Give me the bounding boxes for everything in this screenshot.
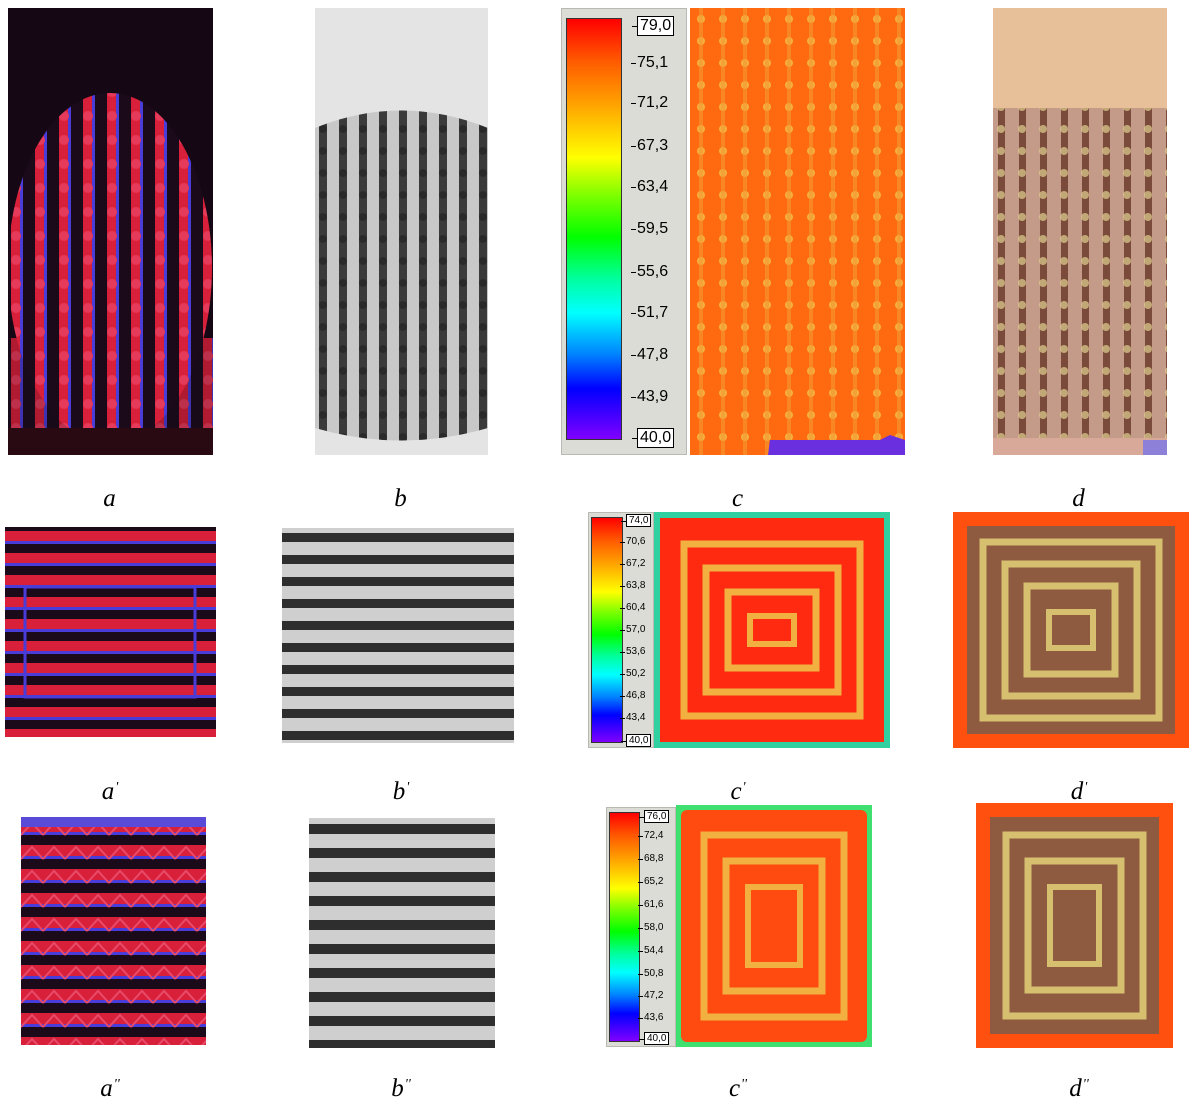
panel-label-c: c <box>731 485 744 512</box>
grayscale-b-row3 <box>309 818 495 1048</box>
colorbar-tick: 60,4 <box>619 602 646 613</box>
colorbar-tick: 71,2 <box>630 94 669 111</box>
colorbar-tick: 46,8 <box>619 690 646 701</box>
overlay-d-row2 <box>953 512 1189 748</box>
panel-label-c: c'' <box>728 1075 748 1102</box>
colorbar-tick: 67,3 <box>630 137 669 154</box>
colorbar-tick: 50,8 <box>637 968 664 979</box>
panel-label-d: d' <box>1070 778 1088 805</box>
colorbar-tick: 43,4 <box>619 712 646 723</box>
colorbar-tick: 51,7 <box>630 304 669 321</box>
panel-label-d: d'' <box>1069 1075 1089 1102</box>
colorbar-tick-max: 79,0 <box>631 16 675 36</box>
panel-label-a: a <box>103 485 116 512</box>
panel-label-d: d <box>1072 485 1085 512</box>
colorbar-tick: 47,2 <box>637 990 664 1001</box>
panel-label-a: a'' <box>100 1075 120 1102</box>
colorbar-tick-max: 76,0 <box>638 810 670 823</box>
colorbar-gradient-row1 <box>566 18 622 440</box>
colorbar-tick-min: 40,0 <box>638 1032 670 1045</box>
colorbar-tick-min: 40,0 <box>620 734 652 747</box>
colorbar-tick: 75,1 <box>630 54 669 71</box>
colorbar-tick: 63,8 <box>619 580 646 591</box>
colorbar-tick-min: 40,0 <box>631 428 675 448</box>
colorbar-tick: 50,2 <box>619 668 646 679</box>
panel-label-b: b <box>394 485 407 512</box>
colorbar-tick: 43,9 <box>630 388 669 405</box>
colorbar-tick: 59,5 <box>630 220 669 237</box>
colorbar-tick: 65,2 <box>637 876 664 887</box>
colorbar-tick: 53,6 <box>619 646 646 657</box>
colorbar-gradient-row2 <box>591 517 623 743</box>
colorbar-tick: 63,4 <box>630 178 669 195</box>
photo-a-row3 <box>21 817 206 1045</box>
photo-a-row2 <box>5 527 216 737</box>
colorbar-tick: 70,6 <box>619 536 646 547</box>
colorbar-tick: 58,0 <box>637 922 664 933</box>
panel-label-c: c' <box>730 778 746 805</box>
panel-label-b: b'' <box>391 1075 411 1102</box>
colorbar-tick: 55,6 <box>630 263 669 280</box>
colorbar-tick: 57,0 <box>619 624 646 635</box>
overlay-d-row3 <box>976 803 1173 1048</box>
panel-label-a: a' <box>101 778 119 805</box>
colorbar-tick: 61,6 <box>637 899 664 910</box>
colorbar-tick-max: 74,0 <box>620 514 652 527</box>
colorbar-gradient-row3 <box>609 812 640 1042</box>
photo-a-row1 <box>8 8 213 455</box>
colorbar-tick: 72,4 <box>637 830 664 841</box>
colorbar-tick: 67,2 <box>619 558 646 569</box>
panel-label-b: b' <box>392 778 410 805</box>
grayscale-b-row1 <box>315 8 488 455</box>
thermal-c-row1 <box>690 8 905 455</box>
colorbar-tick: 47,8 <box>630 346 669 363</box>
colorbar-tick: 68,8 <box>637 853 664 864</box>
colorbar-tick: 43,6 <box>637 1012 664 1023</box>
overlay-d-row1 <box>993 8 1167 455</box>
grayscale-b-row2 <box>282 528 514 743</box>
thermal-c-row3 <box>676 805 872 1047</box>
thermal-c-row2 <box>654 512 890 748</box>
colorbar-tick: 54,4 <box>637 945 664 956</box>
